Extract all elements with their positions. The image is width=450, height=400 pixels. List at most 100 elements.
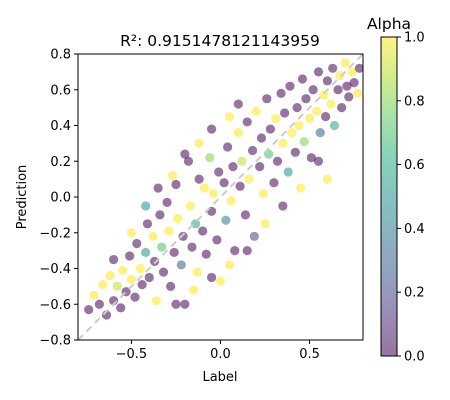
scatter-point <box>313 156 324 166</box>
scatter-point <box>180 149 190 159</box>
scatter-point <box>178 231 188 241</box>
scatter-point <box>112 281 122 291</box>
scatter-point <box>215 276 226 286</box>
scatter-point <box>242 246 252 256</box>
scatter-point <box>306 153 316 163</box>
scatter-point <box>126 228 137 238</box>
points-layer <box>84 58 363 320</box>
scatter-point <box>301 94 311 104</box>
scatter-point <box>135 263 145 274</box>
colorbar-tick-label: 0.6 <box>404 158 425 173</box>
y-tick-label: 0.6 <box>50 83 71 98</box>
y-tick-label: 0.4 <box>50 119 71 134</box>
scatter-point <box>190 219 201 229</box>
scatter-point <box>271 113 281 123</box>
scatter-point <box>278 201 288 211</box>
scatter-point <box>294 120 304 131</box>
scatter-point <box>322 76 332 86</box>
scatter-point <box>235 181 245 191</box>
scatter-point <box>224 260 235 270</box>
scatter-point <box>98 279 108 290</box>
scatter-point <box>296 183 306 193</box>
scatter-point <box>354 63 363 73</box>
scatter-point <box>283 167 293 177</box>
y-tick-label: 0.8 <box>50 48 71 63</box>
scatter-point <box>149 256 160 266</box>
scatter-point <box>194 174 204 184</box>
scatter-point <box>199 183 210 193</box>
scatter-point <box>287 128 297 138</box>
y-tick-label: −0.2 <box>39 226 71 241</box>
scatter-point <box>167 170 178 181</box>
scatter-point <box>141 247 151 258</box>
scatter-point <box>89 290 99 300</box>
scatter-point <box>166 281 176 291</box>
scatter-point <box>176 260 186 270</box>
scatter-point <box>151 296 161 306</box>
scatter-point <box>192 267 202 277</box>
scatter-point <box>230 246 240 256</box>
scatter-point <box>214 167 224 177</box>
scatter-point <box>349 78 359 88</box>
scatter-point <box>265 124 275 134</box>
scatter-point <box>173 213 183 224</box>
colorbar-tick-label: 0.8 <box>404 94 425 109</box>
scatter-point <box>280 108 290 118</box>
scatter-point <box>148 231 158 241</box>
scatter-point <box>155 210 165 220</box>
scatter-point <box>117 265 128 275</box>
scatter-point <box>299 136 309 147</box>
colorbar: Alpha 0.0 0.2 0.4 0.6 0.8 1.0 <box>367 15 425 365</box>
scatter-point <box>337 103 347 113</box>
y-tick-label: −0.4 <box>39 262 71 277</box>
colorbar-tick-label: 0.0 <box>404 350 425 365</box>
scatter-point <box>251 106 261 116</box>
scatter-point <box>109 254 119 265</box>
scatter-point <box>258 188 268 199</box>
scatter-point <box>304 113 315 123</box>
scatter-point <box>333 85 343 95</box>
scatter-point <box>189 285 199 295</box>
y-axis-label: Prediction <box>15 165 30 230</box>
scatter-point <box>194 138 204 148</box>
scatter-point <box>262 94 272 104</box>
scatter-point <box>169 247 179 258</box>
colorbar-title: Alpha <box>367 15 411 33</box>
scatter-point <box>247 145 258 156</box>
scatter-point <box>255 162 265 172</box>
scatter-point <box>319 90 329 100</box>
scatter-point <box>290 147 300 157</box>
scatter-point <box>125 251 135 261</box>
scatter-point <box>130 292 140 302</box>
y-tick-label: −0.6 <box>39 298 71 313</box>
scatter-point <box>329 120 340 131</box>
x-axis-ticks: −0.5 0.0 0.5 <box>116 340 320 362</box>
scatter-point <box>180 299 190 309</box>
scatter-point <box>132 238 142 249</box>
reference-line <box>78 54 363 340</box>
scatter-point <box>221 215 231 225</box>
x-tick-label: 0.5 <box>299 347 320 362</box>
scatter-point <box>84 305 94 315</box>
scatter-point <box>342 81 352 91</box>
y-tick-label: 0.0 <box>50 191 71 206</box>
scatter-point <box>142 219 153 229</box>
scatter-point <box>226 195 236 206</box>
scatter-point <box>297 74 308 84</box>
scatter-point <box>344 92 354 102</box>
x-tick-label: 0.0 <box>210 347 231 362</box>
scatter-point <box>105 271 115 281</box>
scatter-point <box>335 70 345 81</box>
scatter-point <box>285 81 295 91</box>
scatter-point <box>278 138 288 148</box>
scatter-point <box>223 142 233 152</box>
scatter-point <box>249 231 259 241</box>
scatter-point <box>162 197 172 207</box>
scatter-point <box>233 128 243 138</box>
scatter-point <box>256 133 267 143</box>
scatter-point <box>171 179 181 190</box>
scatter-point <box>185 201 195 211</box>
scatter-point <box>272 156 283 166</box>
scatter-point <box>171 299 181 309</box>
